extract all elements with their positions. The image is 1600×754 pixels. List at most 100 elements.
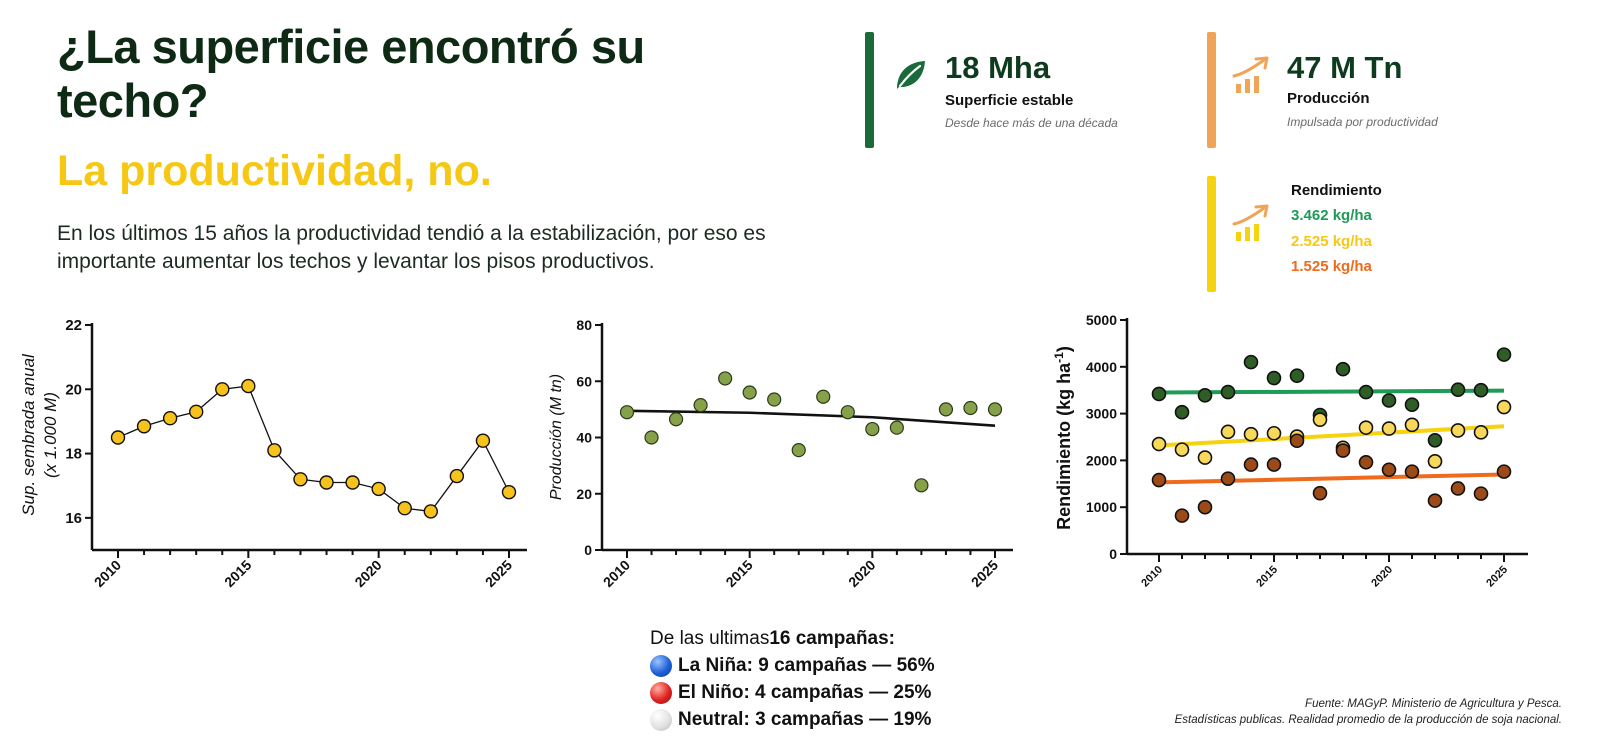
data-point (889, 420, 904, 435)
data-point (136, 419, 152, 434)
trend-line (1158, 424, 1505, 448)
data-point (718, 371, 733, 386)
data-point (1381, 462, 1397, 478)
summary-item-el-nino: El Niño: 4 campañas — 25% (650, 679, 1030, 706)
data-point (963, 400, 978, 416)
data-point (1174, 442, 1190, 457)
data-point (1473, 486, 1489, 501)
kpi-production: 47 M Tn Producción Impulsada por product… (1207, 32, 1527, 148)
trend-line (1158, 472, 1505, 485)
data-point (1358, 454, 1374, 470)
series-line (117, 385, 510, 513)
y-tick-label: 3000 (1086, 406, 1117, 422)
data-point (1197, 499, 1213, 515)
data-point (1404, 397, 1420, 413)
y-tick-label: 5000 (1086, 312, 1117, 328)
chart-production: 0 20 40 60 80 2010 2015 2020 2025 Producción (M t… (548, 317, 1013, 590)
leaf-icon (897, 61, 925, 89)
data-point (865, 421, 880, 437)
data-point (319, 475, 334, 490)
summary-item-la-nina: La Niña: 9 campañas — 56% (650, 652, 1030, 679)
data-point (767, 392, 782, 407)
kpi-surface: 18 Mha Superficie estable Desde hace más… (865, 32, 1185, 148)
growth-chart-icon (1232, 56, 1269, 93)
data-point (241, 378, 256, 394)
data-point (1266, 425, 1282, 441)
y-tick-label: 16 (65, 510, 82, 527)
kpi-yield-bar (1207, 176, 1216, 292)
data-point (1473, 382, 1489, 398)
x-tick-label: 2010 (600, 557, 633, 590)
data-point (1427, 454, 1443, 469)
kpi-production-bar (1207, 32, 1216, 148)
y-tick-label: 2000 (1086, 452, 1117, 468)
data-point (1220, 424, 1236, 440)
x-tick-label: 2020 (1369, 564, 1395, 590)
campaign-summary: De las ultimas16 campañas: La Niña: 9 ca… (650, 626, 1030, 733)
data-point (1266, 370, 1282, 386)
data-point (1358, 420, 1374, 435)
growth-chart-icon (1232, 204, 1269, 241)
data-point (397, 501, 412, 516)
data-point (1289, 368, 1305, 383)
data-point (162, 411, 178, 426)
data-point (914, 478, 929, 493)
y-tick-label: 4000 (1086, 359, 1117, 375)
data-point (1151, 472, 1167, 488)
summary-intro: De las ultimas (650, 628, 770, 649)
data-point (188, 404, 204, 419)
summary-highlight: 16 campañas: (769, 628, 896, 649)
data-point (1312, 412, 1328, 427)
y-tick-label: 20 (576, 486, 592, 502)
data-point (1174, 404, 1190, 420)
white-circle-icon (650, 708, 672, 731)
x-tick-label: 2020 (845, 557, 878, 590)
data-point (816, 389, 831, 404)
kpi-surface-note: Desde hace más de una década (945, 116, 1118, 130)
x-tick-label: 2020 (351, 557, 384, 590)
data-point (742, 385, 757, 400)
data-point (1450, 423, 1466, 438)
y-tick-label: 80 (576, 317, 592, 333)
data-point (110, 430, 126, 445)
data-point (938, 402, 954, 417)
data-point (791, 443, 806, 458)
y-tick-label: 20 (65, 381, 82, 398)
data-point (501, 484, 517, 500)
x-tick-label: 2025 (1484, 564, 1510, 590)
data-point (1151, 436, 1167, 452)
kpi-yield: Rendimiento 3.462 kg/ha 2.525 kg/ha 1.52… (1207, 176, 1527, 292)
data-point (1220, 471, 1236, 486)
data-point (267, 443, 282, 458)
x-tick-label: 2010 (1139, 564, 1165, 590)
data-point (1266, 457, 1282, 472)
data-point (1197, 450, 1213, 465)
y-tick-label: 40 (576, 430, 592, 446)
y-tick-label: 22 (65, 317, 82, 334)
data-point (1243, 426, 1259, 442)
data-point (1496, 464, 1512, 479)
data-point (987, 402, 1003, 417)
y-tick-label: 0 (584, 542, 592, 558)
data-point (1496, 399, 1512, 415)
chart-yield: 0 1000 2000 3000 4000 5000 2010 2015 2020 2025 Ren… (1052, 312, 1528, 590)
data-point (1220, 384, 1236, 400)
source-note: Fuente: MAGyP. Ministerio de Agricultura… (1175, 696, 1562, 728)
data-point (1450, 382, 1466, 398)
data-point (1450, 481, 1466, 496)
summary-item-neutral: Neutral: 3 campañas — 19% (650, 706, 1030, 733)
blue-circle-icon (650, 654, 672, 677)
data-point (475, 433, 491, 448)
kpi-surface-label: Superficie estable (945, 92, 1074, 109)
data-point (1427, 493, 1443, 508)
source-line-1: Fuente: MAGyP. Ministerio de Agricultura… (1305, 698, 1562, 710)
y-tick-label: 0 (1109, 546, 1117, 562)
x-tick-label: 2015 (221, 557, 254, 590)
data-point (1243, 354, 1259, 370)
data-point (215, 382, 230, 397)
kpi-yield-high: 3.462 kg/ha (1291, 207, 1372, 224)
data-point (1427, 432, 1443, 448)
summary-item-text: El Niño: 4 campañas — 25% (678, 682, 932, 703)
data-point (1473, 425, 1489, 440)
y-tick-label: 1000 (1086, 499, 1117, 515)
